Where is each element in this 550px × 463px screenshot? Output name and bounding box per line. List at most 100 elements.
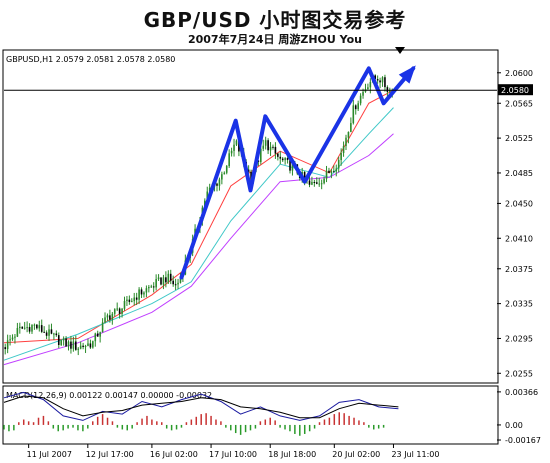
candle-body xyxy=(19,326,21,329)
candle-body xyxy=(113,309,116,314)
x-tick-label: 17 Jul 10:00 xyxy=(209,450,257,459)
candle-body xyxy=(225,166,228,173)
candle-body xyxy=(135,297,138,300)
trend-arrow-head-icon xyxy=(398,65,416,84)
candle-body xyxy=(26,327,28,329)
candle-body xyxy=(43,331,45,333)
candle-body xyxy=(284,158,286,161)
macd-y-tick-label: 0.00366 xyxy=(505,388,538,397)
trend-annotation-line xyxy=(179,66,416,280)
candle-body xyxy=(357,103,359,110)
candle-body xyxy=(62,338,65,341)
x-tick-label: 20 Jul 02:00 xyxy=(332,450,380,459)
y-tick-label: 2.0375 xyxy=(505,265,533,274)
candle-body xyxy=(206,191,209,201)
y-tick-label: 2.0485 xyxy=(505,169,533,178)
candle-body xyxy=(369,82,372,88)
candle-body xyxy=(53,333,55,335)
chart-subtitle: 2007年7月24日 周游ZHOU You xyxy=(187,33,363,46)
candle-body xyxy=(157,277,160,280)
chart-shift-marker-icon xyxy=(395,47,405,54)
candle-body xyxy=(16,328,19,337)
candle-body xyxy=(303,172,306,180)
candle-body xyxy=(250,171,252,181)
candle-body xyxy=(342,146,345,153)
candle-body xyxy=(228,153,230,167)
candle-body xyxy=(101,322,104,333)
candle-body xyxy=(109,315,111,320)
candle-body xyxy=(177,282,179,285)
candle-body xyxy=(308,180,311,185)
candle-body xyxy=(218,179,221,186)
candle-body xyxy=(267,140,269,151)
candle-body xyxy=(208,187,211,192)
candle-body xyxy=(328,170,330,173)
candle-body xyxy=(14,336,16,338)
macd-line xyxy=(3,391,399,421)
candle-body xyxy=(118,308,121,314)
candle-body xyxy=(79,345,82,349)
candle-body xyxy=(172,280,174,285)
y-tick-label: 2.0295 xyxy=(505,334,533,343)
candle-body xyxy=(143,292,145,295)
candle-body xyxy=(289,159,291,171)
candle-body xyxy=(128,299,131,302)
candle-body xyxy=(84,345,87,348)
chart-title: GBP/USD 小时图交易参考 xyxy=(143,8,407,32)
candle-body xyxy=(257,160,260,162)
candle-body xyxy=(260,148,262,162)
candle-body xyxy=(67,341,70,347)
candle-body xyxy=(140,289,143,295)
candle-body xyxy=(247,169,250,172)
candle-body xyxy=(311,181,313,185)
y-tick-label: 2.0450 xyxy=(505,199,533,208)
candle-body xyxy=(323,178,325,184)
candle-body xyxy=(230,150,233,154)
candle-body xyxy=(318,183,321,185)
candle-body xyxy=(145,288,148,293)
candle-body xyxy=(89,343,92,348)
candle-body xyxy=(379,80,381,83)
candle-body xyxy=(138,289,140,300)
candle-body xyxy=(337,160,340,169)
candle-body xyxy=(333,171,335,173)
candle-body xyxy=(235,140,238,145)
candle-body xyxy=(347,131,350,138)
candle-body xyxy=(291,163,294,171)
candle-body xyxy=(99,332,101,337)
candle-body xyxy=(75,341,77,350)
candle-body xyxy=(277,153,279,157)
candle-body xyxy=(126,299,128,301)
y-tick-label: 2.0565 xyxy=(505,99,533,108)
candle-body xyxy=(94,333,97,342)
symbol-info-label: GBPUSD,H1 2.0579 2.0581 2.0578 2.0580 xyxy=(6,55,175,64)
candle-body xyxy=(23,327,26,329)
candle-body xyxy=(57,335,60,345)
macd-info-label: MACD(12,26,9) 0.00122 0.00147 0.00000 -0… xyxy=(6,391,212,400)
y-tick-label: 2.0255 xyxy=(505,369,533,378)
candle-body xyxy=(281,158,284,161)
candle-body xyxy=(389,89,391,92)
candle-body xyxy=(4,347,7,350)
candle-body xyxy=(174,284,177,286)
candle-body xyxy=(111,313,114,320)
candle-body xyxy=(221,174,223,180)
candle-body xyxy=(9,339,11,341)
candle-body xyxy=(92,341,94,348)
candle-body xyxy=(325,170,328,179)
candle-body xyxy=(167,273,170,283)
candle-body xyxy=(179,276,182,283)
macd-y-tick-label: 0.00 xyxy=(505,421,523,430)
candle-body xyxy=(279,156,282,159)
candle-body xyxy=(269,146,272,151)
candle-body xyxy=(274,146,277,154)
candle-body xyxy=(48,329,50,336)
y-tick-label: 2.0525 xyxy=(505,134,533,143)
candle-body xyxy=(238,140,240,152)
candle-body xyxy=(233,144,235,151)
candle-body xyxy=(33,324,36,326)
candle-body xyxy=(345,137,347,147)
candle-body xyxy=(286,158,289,160)
candle-body xyxy=(313,181,316,183)
moving-average-line xyxy=(3,133,394,366)
